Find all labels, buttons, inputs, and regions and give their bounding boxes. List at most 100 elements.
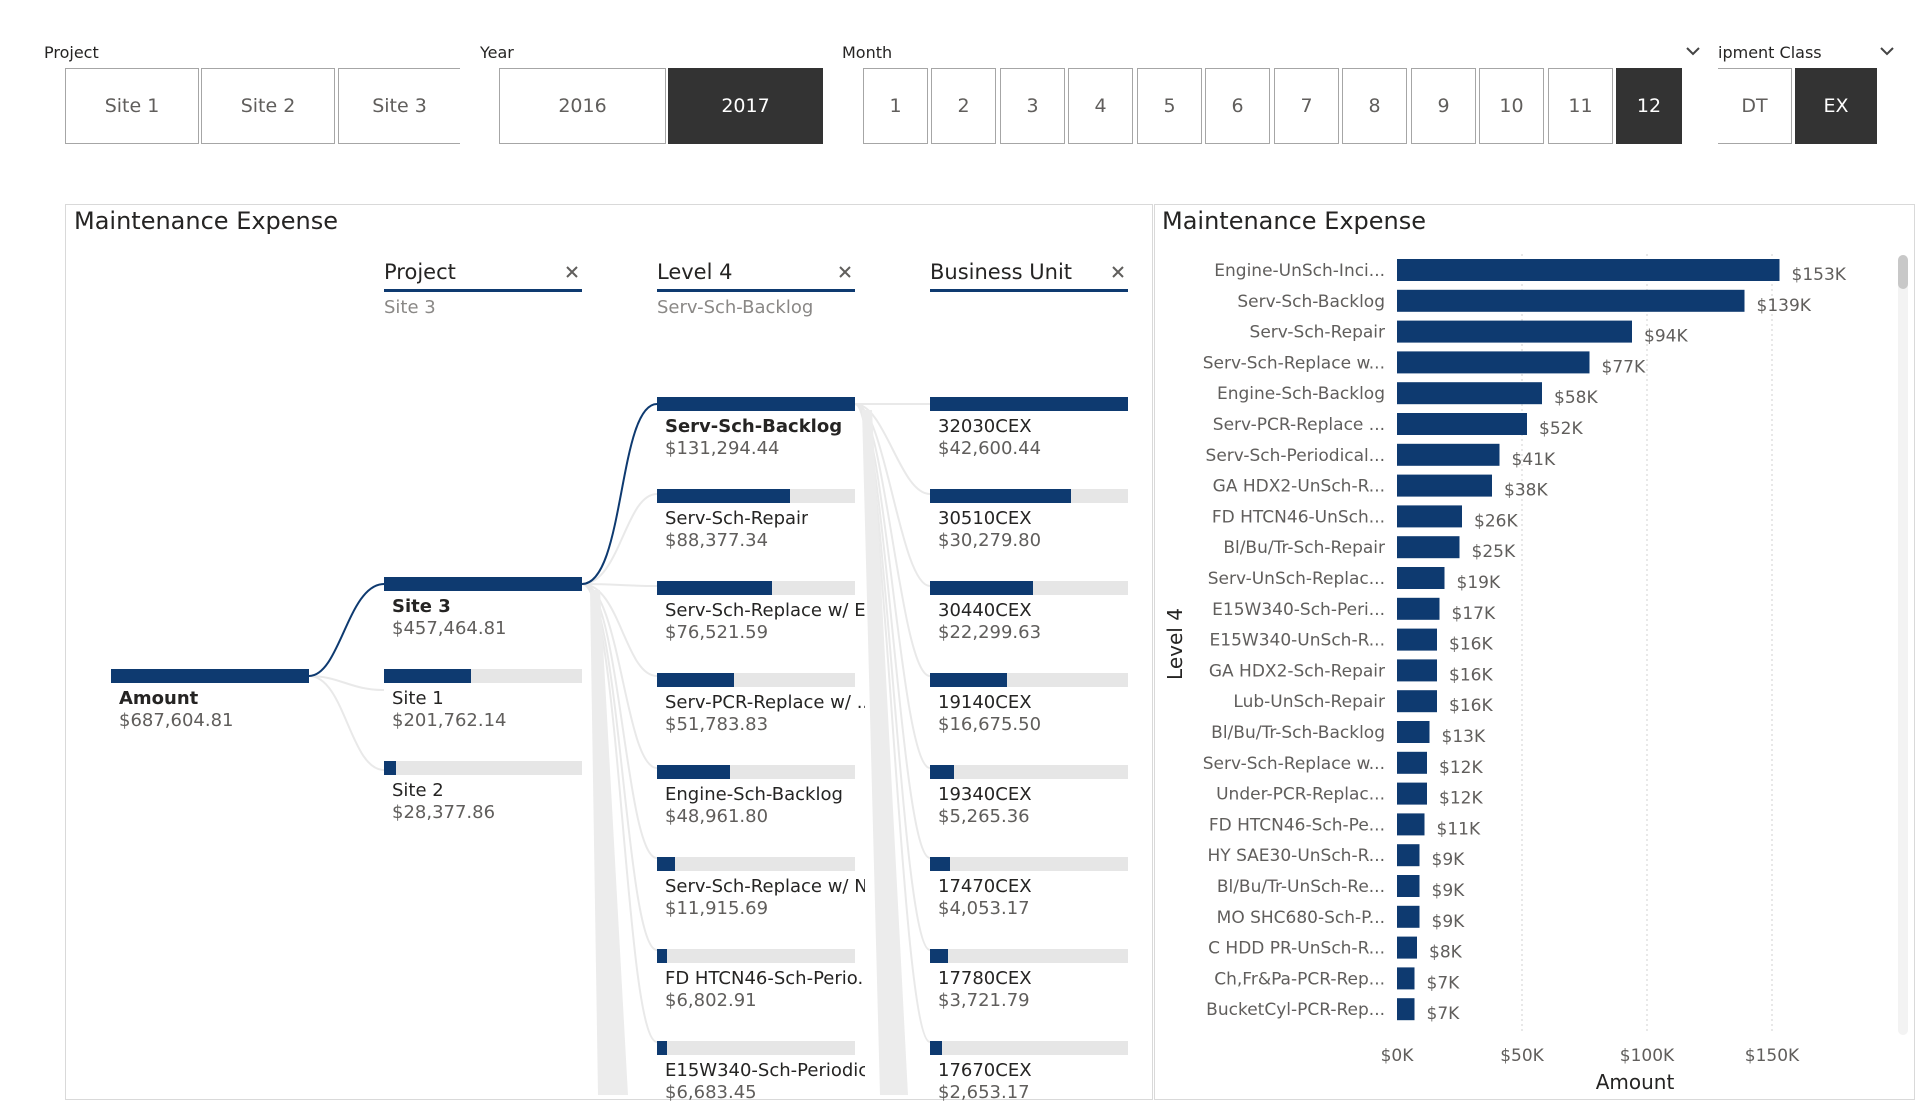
- data-label: $11K: [1437, 819, 1481, 839]
- business-unit-node-label: 32030CEX: [938, 416, 1032, 437]
- level4-node-bar-fill: [657, 949, 667, 963]
- data-label: $16K: [1449, 665, 1493, 685]
- business-unit-node-value: $30,279.80: [938, 530, 1042, 551]
- level4-node-label: FD HTCN46-Sch-Perio...: [665, 968, 865, 989]
- month-dropdown-chevron-icon[interactable]: [1682, 40, 1704, 62]
- level4-node-bar[interactable]: [657, 949, 855, 963]
- level4-node-bar-fill: [657, 673, 734, 687]
- project-tile-site-3[interactable]: Site 3: [338, 68, 460, 144]
- remove-level-business-unit-close-icon[interactable]: [1110, 264, 1126, 280]
- category-label: FD HTCN46-UnSch...: [1212, 507, 1385, 527]
- data-label: $26K: [1474, 511, 1518, 531]
- project-tile-site-2[interactable]: Site 2: [201, 68, 335, 144]
- business-unit-node-bar[interactable]: [930, 949, 1128, 963]
- business-unit-node-label: 30440CEX: [938, 600, 1032, 621]
- level4-node-bar[interactable]: [657, 673, 855, 687]
- month-tile-6[interactable]: 6: [1205, 68, 1270, 144]
- level4-node-label: E15W340-Sch-Periodic...: [665, 1060, 865, 1081]
- x-axis-label: Amount: [1596, 1070, 1675, 1094]
- bar: [1397, 813, 1425, 836]
- category-label: E15W340-Sch-Peri...: [1212, 600, 1385, 620]
- year-tile-2017[interactable]: 2017: [668, 68, 823, 144]
- month-tile-5[interactable]: 5: [1137, 68, 1202, 144]
- business-unit-node-bar[interactable]: [930, 765, 1128, 779]
- data-label: $94K: [1644, 327, 1688, 347]
- month-tile-12[interactable]: 12: [1616, 68, 1682, 144]
- business-unit-node-value: $4,053.17: [938, 898, 1030, 919]
- category-label: E15W340-UnSch-R...: [1210, 631, 1385, 651]
- remove-level-level4-close-icon[interactable]: [837, 264, 853, 280]
- project-tile-site-1[interactable]: Site 1: [65, 68, 199, 144]
- level4-node-bar[interactable]: [657, 765, 855, 779]
- month-tile-2[interactable]: 2: [931, 68, 996, 144]
- category-label: GA HDX2-UnSch-R...: [1213, 477, 1385, 497]
- level4-node-value: $51,783.83: [665, 714, 769, 735]
- root-node-label: Amount: [119, 688, 199, 709]
- bar: [1397, 382, 1542, 405]
- month-tile-9[interactable]: 9: [1411, 68, 1476, 144]
- equipment-class-tile-ex[interactable]: EX: [1795, 68, 1877, 144]
- project-node-bar[interactable]: [384, 761, 582, 775]
- chart-scrollbar-thumb[interactable]: [1898, 255, 1908, 289]
- project-node-bar[interactable]: [384, 577, 582, 591]
- business-unit-node-label: 19340CEX: [938, 784, 1032, 805]
- tree-connectors: [308, 403, 931, 1095]
- project-node-value: $28,377.86: [392, 802, 496, 823]
- project-node-bar-fill: [384, 577, 582, 591]
- level4-node-value: $88,377.34: [665, 530, 769, 551]
- level4-node-bar-fill: [657, 765, 730, 779]
- equipment-class-tile-dt[interactable]: DT: [1718, 68, 1792, 144]
- business-unit-node-bar[interactable]: [930, 673, 1128, 687]
- data-label: $17K: [1452, 604, 1496, 624]
- project-node-bar[interactable]: [384, 669, 582, 683]
- month-tile-10[interactable]: 10: [1479, 68, 1544, 144]
- level4-node-bar[interactable]: [657, 397, 855, 411]
- chart-scrollbar-track[interactable]: [1898, 255, 1908, 1035]
- month-tile-3[interactable]: 3: [1000, 68, 1065, 144]
- business-unit-node-bar[interactable]: [930, 1041, 1128, 1055]
- category-label: BucketCyl-PCR-Rep...: [1206, 1000, 1385, 1020]
- business-unit-node-bar-fill: [930, 397, 1128, 411]
- business-unit-node-bar[interactable]: [930, 857, 1128, 871]
- business-unit-node-bar[interactable]: [930, 397, 1128, 411]
- data-label: $16K: [1449, 635, 1493, 655]
- level-header-business-unit[interactable]: Business Unit: [930, 258, 1128, 292]
- month-tile-1[interactable]: 1: [863, 68, 928, 144]
- business-unit-node-value: $42,600.44: [938, 438, 1042, 459]
- project-node-bar-fill: [384, 669, 471, 683]
- x-tick-label: $100K: [1620, 1046, 1675, 1066]
- category-label: Under-PCR-Replac...: [1216, 785, 1385, 805]
- x-tick-label: $0K: [1381, 1046, 1415, 1066]
- bar-chart: Engine-UnSch-Inci... $153K Serv-Sch-Backlo…: [1163, 254, 1847, 1094]
- business-unit-node-bar[interactable]: [930, 489, 1128, 503]
- business-unit-node-bar-fill: [930, 1041, 942, 1055]
- level-header-project[interactable]: Project: [384, 258, 582, 292]
- bar: [1397, 721, 1430, 743]
- business-unit-node-label: 17470CEX: [938, 876, 1032, 897]
- level4-node-value: $6,802.91: [665, 990, 757, 1011]
- level-header-level4[interactable]: Level 4: [657, 258, 855, 292]
- month-tile-7[interactable]: 7: [1274, 68, 1339, 144]
- level4-node-bar[interactable]: [657, 489, 855, 503]
- y-axis-label: Level 4: [1163, 608, 1187, 680]
- level4-node-bar[interactable]: [657, 1041, 855, 1055]
- level4-node-bar[interactable]: [657, 581, 855, 595]
- month-tile-11[interactable]: 11: [1548, 68, 1613, 144]
- month-tile-4[interactable]: 4: [1068, 68, 1133, 144]
- category-label: Serv-UnSch-Replac...: [1208, 569, 1385, 589]
- business-unit-node-bar-fill: [930, 673, 1007, 687]
- level4-node-value: $76,521.59: [665, 622, 769, 643]
- year-tile-2016[interactable]: 2016: [499, 68, 666, 144]
- x-tick-label: $50K: [1500, 1046, 1544, 1066]
- month-tile-8[interactable]: 8: [1342, 68, 1407, 144]
- business-unit-node-bar[interactable]: [930, 581, 1128, 595]
- bar: [1397, 659, 1437, 682]
- root-node-bar[interactable]: [111, 669, 309, 683]
- level4-node-bar[interactable]: [657, 857, 855, 871]
- remove-level-project-close-icon[interactable]: [564, 264, 580, 280]
- equipment-class-dropdown-chevron-icon[interactable]: [1876, 40, 1898, 62]
- category-label: MO SHC680-Sch-P...: [1217, 908, 1385, 928]
- bar: [1397, 351, 1590, 374]
- level4-node-value: $6,683.45: [665, 1082, 757, 1103]
- x-tick-label: $150K: [1745, 1046, 1800, 1066]
